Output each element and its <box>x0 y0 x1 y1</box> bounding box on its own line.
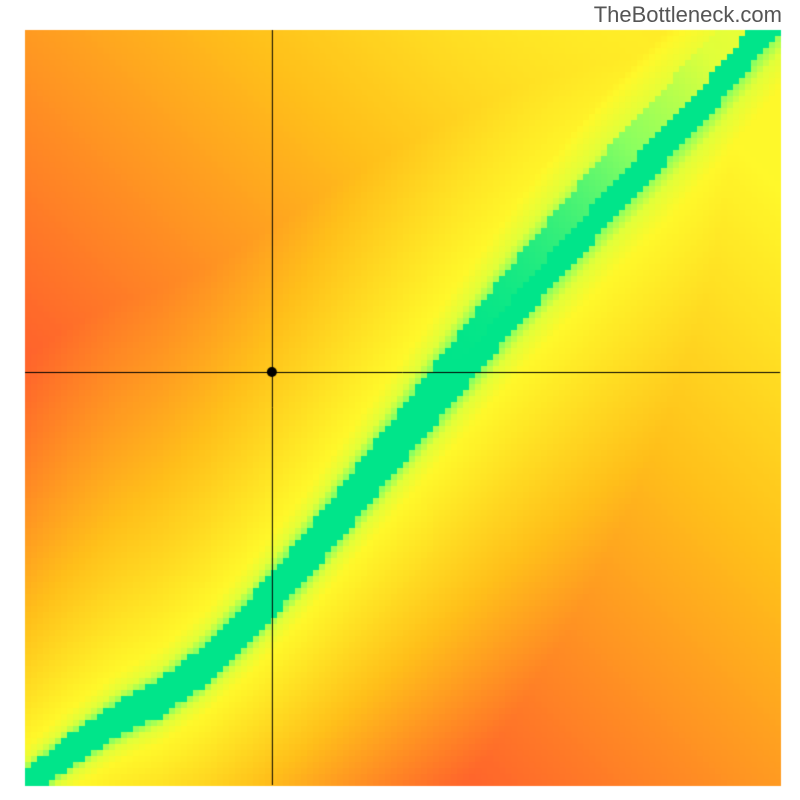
watermark-text: TheBottleneck.com <box>594 2 782 28</box>
bottleneck-heatmap <box>0 0 800 800</box>
